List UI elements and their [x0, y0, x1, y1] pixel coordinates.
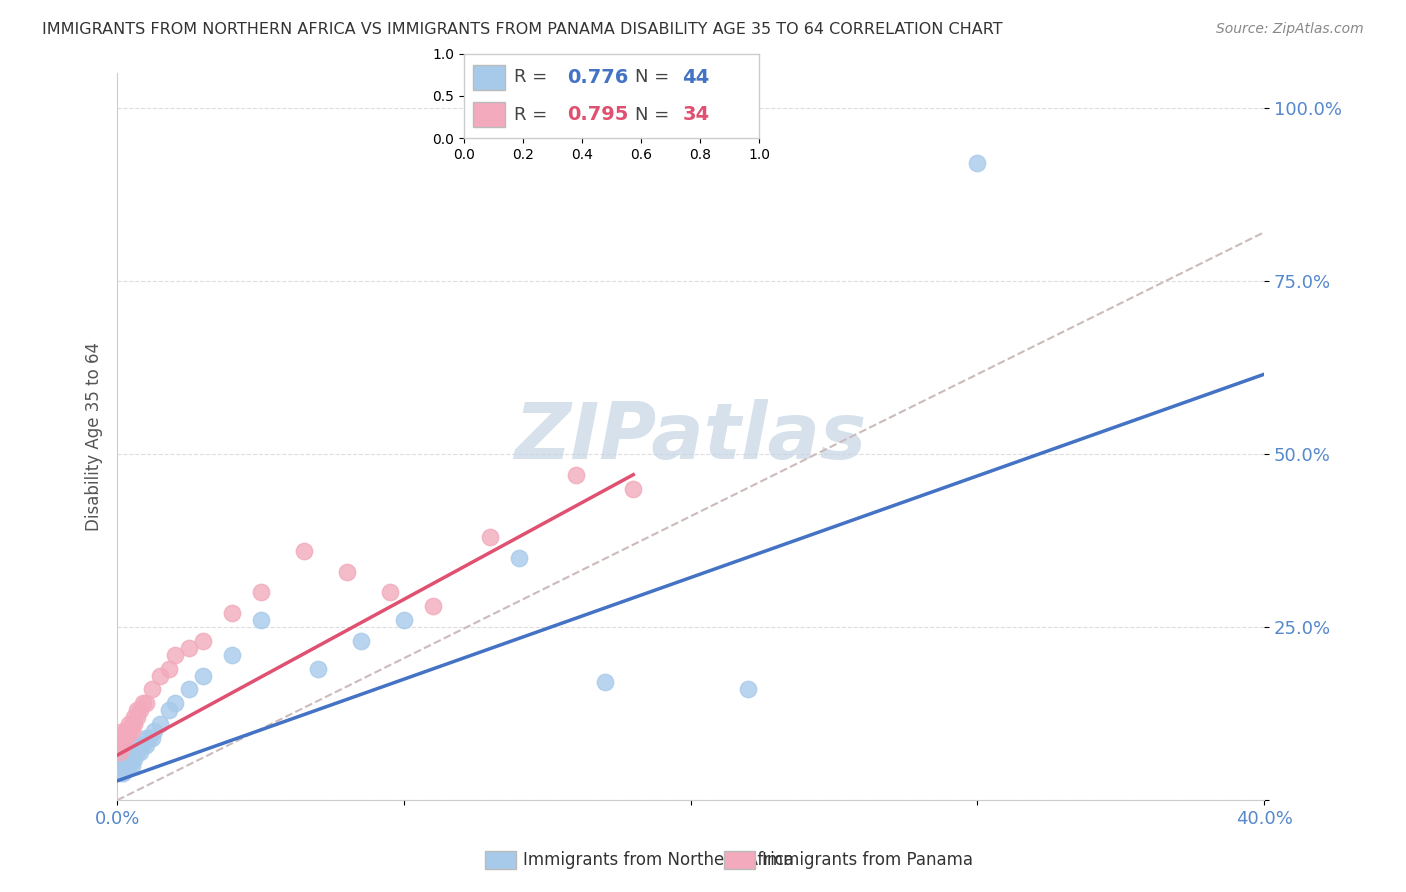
Point — [129, 738, 152, 752]
Point — [108, 738, 131, 752]
Point — [157, 662, 180, 676]
Point — [121, 745, 143, 759]
Point — [118, 723, 141, 738]
Point — [111, 752, 134, 766]
Text: Source: ZipAtlas.com: Source: ZipAtlas.com — [1216, 22, 1364, 37]
Point — [108, 752, 131, 766]
Point — [124, 745, 146, 759]
Point — [127, 710, 149, 724]
Point — [127, 738, 149, 752]
Text: IMMIGRANTS FROM NORTHERN AFRICA VS IMMIGRANTS FROM PANAMA DISABILITY AGE 35 TO 6: IMMIGRANTS FROM NORTHERN AFRICA VS IMMIG… — [42, 22, 1002, 37]
Point — [129, 703, 152, 717]
Point — [124, 717, 146, 731]
Point — [621, 482, 644, 496]
Point — [249, 585, 271, 599]
Point — [118, 717, 141, 731]
Point — [127, 745, 149, 759]
Text: 0.776: 0.776 — [568, 68, 628, 87]
Point — [141, 731, 163, 745]
Point — [177, 682, 200, 697]
Point — [127, 703, 149, 717]
Point — [108, 731, 131, 745]
Point — [111, 758, 134, 772]
Point — [392, 613, 415, 627]
Point — [111, 738, 134, 752]
Point — [249, 613, 271, 627]
Point — [135, 738, 157, 752]
Point — [118, 758, 141, 772]
Text: 0.795: 0.795 — [568, 105, 628, 124]
Text: Immigrants from Panama: Immigrants from Panama — [762, 851, 973, 869]
Bar — [472, 64, 505, 90]
Point — [114, 731, 136, 745]
Point — [124, 710, 146, 724]
Text: R =: R = — [515, 69, 553, 87]
Point — [193, 668, 215, 682]
Text: 44: 44 — [682, 68, 710, 87]
Point — [135, 696, 157, 710]
Bar — [472, 102, 505, 128]
Point — [121, 758, 143, 772]
Y-axis label: Disability Age 35 to 64: Disability Age 35 to 64 — [86, 343, 103, 531]
Point — [129, 745, 152, 759]
Point — [163, 696, 186, 710]
Point — [121, 752, 143, 766]
Point — [121, 723, 143, 738]
Text: ZIPatlas: ZIPatlas — [515, 399, 866, 475]
Point — [966, 156, 988, 170]
Point — [565, 467, 588, 482]
Point — [141, 682, 163, 697]
Point — [108, 765, 131, 780]
Point — [307, 662, 329, 676]
Point — [124, 745, 146, 759]
Point — [118, 745, 141, 759]
Point — [114, 723, 136, 738]
Point — [292, 544, 315, 558]
Point — [111, 723, 134, 738]
Point — [138, 731, 160, 745]
Point — [193, 634, 215, 648]
Text: N =: N = — [636, 69, 675, 87]
Point — [593, 675, 616, 690]
Point — [114, 752, 136, 766]
Point — [478, 530, 501, 544]
Point — [350, 634, 373, 648]
Point — [221, 648, 243, 662]
Point — [149, 717, 172, 731]
Point — [114, 758, 136, 772]
Point — [108, 745, 131, 759]
Point — [111, 765, 134, 780]
Point — [378, 585, 401, 599]
Point — [108, 758, 131, 772]
Point — [124, 752, 146, 766]
Point — [221, 606, 243, 620]
Point — [132, 738, 155, 752]
Point — [149, 668, 172, 682]
Point — [111, 731, 134, 745]
Text: R =: R = — [515, 105, 553, 123]
Text: N =: N = — [636, 105, 675, 123]
Point — [163, 648, 186, 662]
Point — [508, 550, 530, 565]
Point — [121, 717, 143, 731]
Point — [335, 565, 357, 579]
Point — [108, 758, 131, 772]
Text: 34: 34 — [682, 105, 710, 124]
Point — [114, 752, 136, 766]
Point — [111, 758, 134, 772]
Point — [737, 682, 759, 697]
Point — [132, 696, 155, 710]
Point — [143, 723, 166, 738]
Point — [157, 703, 180, 717]
Point — [135, 731, 157, 745]
Point — [177, 640, 200, 655]
Text: Immigrants from Northern Africa: Immigrants from Northern Africa — [523, 851, 794, 869]
Point — [118, 752, 141, 766]
Point — [422, 599, 444, 614]
